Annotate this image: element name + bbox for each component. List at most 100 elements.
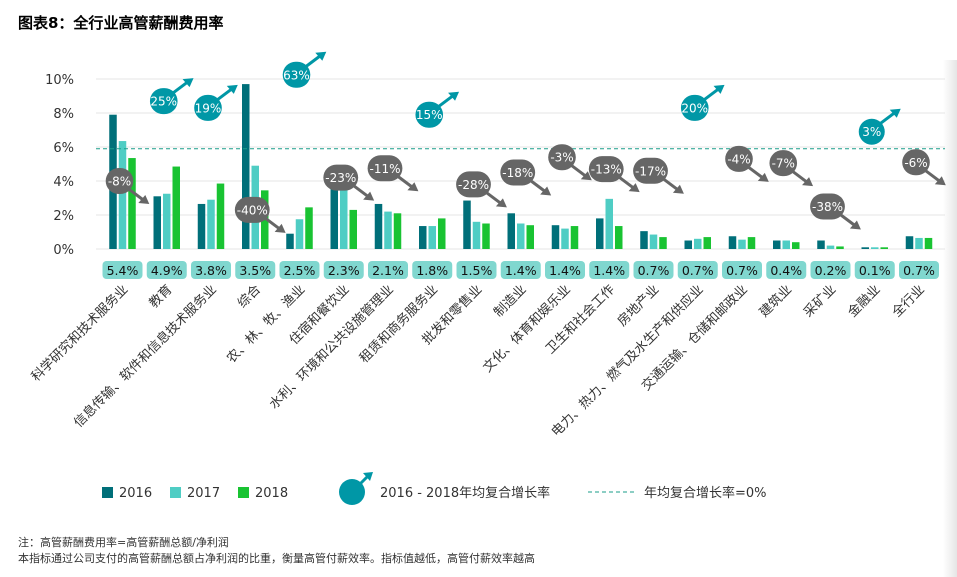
up-arrow-head-icon	[448, 91, 460, 101]
bar-2018	[880, 247, 888, 249]
page-edge-shadow	[943, 60, 957, 577]
value-badge	[722, 261, 762, 279]
up-arrow-icon	[436, 94, 454, 109]
cagr-marker	[367, 155, 403, 182]
bar-2016	[773, 240, 781, 249]
down-arrow-icon	[351, 183, 370, 198]
cagr-label: -7%	[772, 157, 795, 171]
bar-2018	[349, 209, 357, 249]
cagr-label: -8%	[108, 175, 131, 189]
down-arrow-icon	[126, 186, 145, 202]
cagr-marker	[588, 156, 624, 183]
bar-2016	[817, 240, 825, 249]
y-tick-label: 4%	[53, 175, 74, 190]
footnote-explanation: 本指标通过公司支付的高管薪酬总额占净利润的比重，衡量高管付薪效率。指标值越低，高…	[18, 552, 535, 565]
cagr-label: -28%	[458, 178, 489, 192]
legend-label-2017: 2017	[187, 486, 220, 501]
bar-2018	[438, 218, 446, 249]
value-badge	[191, 261, 231, 279]
value-badge	[633, 261, 674, 279]
bar-2016	[153, 196, 161, 249]
value-badge-label: 0.7%	[726, 263, 758, 278]
bar-2018	[482, 223, 490, 249]
down-arrow-head-icon	[407, 182, 419, 192]
value-badge	[146, 261, 187, 279]
value-badge	[899, 261, 939, 279]
bar-2016	[286, 233, 294, 249]
bar-2018	[570, 226, 579, 249]
bar-2018	[305, 207, 313, 249]
cagr-label: -6%	[904, 156, 927, 170]
cagr-label: -3%	[550, 151, 573, 165]
down-arrow-icon	[616, 174, 635, 190]
bar-2018	[172, 166, 180, 249]
bar-2016	[684, 240, 692, 249]
cagr-label: -4%	[727, 152, 750, 166]
cagr-marker	[500, 159, 536, 186]
up-arrow-icon	[303, 54, 322, 69]
cagr-label: -11%	[369, 162, 400, 176]
cagr-marker	[323, 164, 359, 191]
down-arrow-head-icon	[138, 195, 150, 204]
legend-swatch-2016	[102, 487, 113, 498]
x-tick-label: 租赁和商务服务业	[356, 282, 441, 367]
bar-2018	[615, 226, 623, 249]
up-arrow-icon	[701, 87, 720, 103]
x-tick-label: 文化、体育和娱乐业	[480, 282, 574, 376]
bar-2017	[915, 237, 923, 249]
cagr-marker	[194, 94, 222, 121]
down-arrow-head-icon	[274, 223, 286, 233]
value-badge	[456, 261, 497, 279]
cagr-label: -13%	[591, 163, 622, 177]
down-arrow-icon	[483, 190, 502, 205]
down-arrow-icon	[262, 215, 281, 231]
cagr-label: 3%	[862, 125, 881, 139]
cagr-marker	[769, 150, 798, 177]
value-badge	[500, 261, 541, 279]
cagr-marker	[149, 88, 178, 115]
x-tick-label: 采矿业	[801, 282, 839, 320]
value-badge-label: 1.5%	[461, 263, 493, 278]
cagr-marker	[105, 168, 134, 194]
y-tick-label: 6%	[53, 141, 74, 156]
legend-label-2018: 2018	[255, 486, 288, 501]
bar-2018	[703, 237, 711, 249]
down-arrow-icon	[790, 168, 808, 184]
x-tick-label: 综合	[235, 282, 264, 311]
bar-2017	[826, 245, 835, 249]
y-tick-label: 8%	[53, 107, 74, 122]
bar-2017	[561, 228, 569, 249]
footnote-definition: 注：高管薪酬费用率=高管薪酬总额/净利润	[18, 536, 229, 549]
x-tick-label: 信息传输、软件和信息技术服务业	[71, 282, 220, 431]
x-tick-label: 教育	[146, 282, 176, 312]
bar-2016	[463, 200, 471, 249]
legend: 2016 2017 2018 2016 - 2018年均复合增长率 年均复合增长率=0%	[102, 472, 767, 505]
bar-2017	[738, 239, 746, 249]
down-arrow-head-icon	[580, 171, 592, 181]
cagr-label: 63%	[283, 68, 310, 82]
value-badge-label: 5.4%	[107, 263, 139, 278]
cagr-marker	[902, 149, 930, 176]
bar-2016	[242, 84, 250, 249]
value-badge	[323, 261, 364, 279]
value-badge-label: 0.1%	[859, 263, 891, 278]
cagr-label: 25%	[150, 95, 177, 109]
up-arrow-icon	[170, 80, 189, 96]
bar-2016	[419, 226, 427, 249]
down-arrow-icon	[395, 174, 414, 189]
bar-2017	[163, 193, 171, 249]
bar-2017	[118, 141, 127, 249]
down-arrow-head-icon	[934, 176, 946, 186]
down-arrow-icon	[661, 176, 679, 192]
bar-2018	[526, 225, 534, 249]
y-tick-label: 2%	[53, 209, 74, 224]
value-badge-label: 2.1%	[372, 263, 404, 278]
up-arrow-icon	[877, 111, 896, 126]
bar-2018	[792, 242, 800, 249]
legend-label-2016: 2016	[119, 486, 152, 501]
bar-2017	[517, 223, 525, 249]
value-badge-label: 0.4%	[770, 263, 802, 278]
y-tick-label: 0%	[53, 243, 74, 258]
value-badge-label: 1.4%	[505, 263, 537, 278]
